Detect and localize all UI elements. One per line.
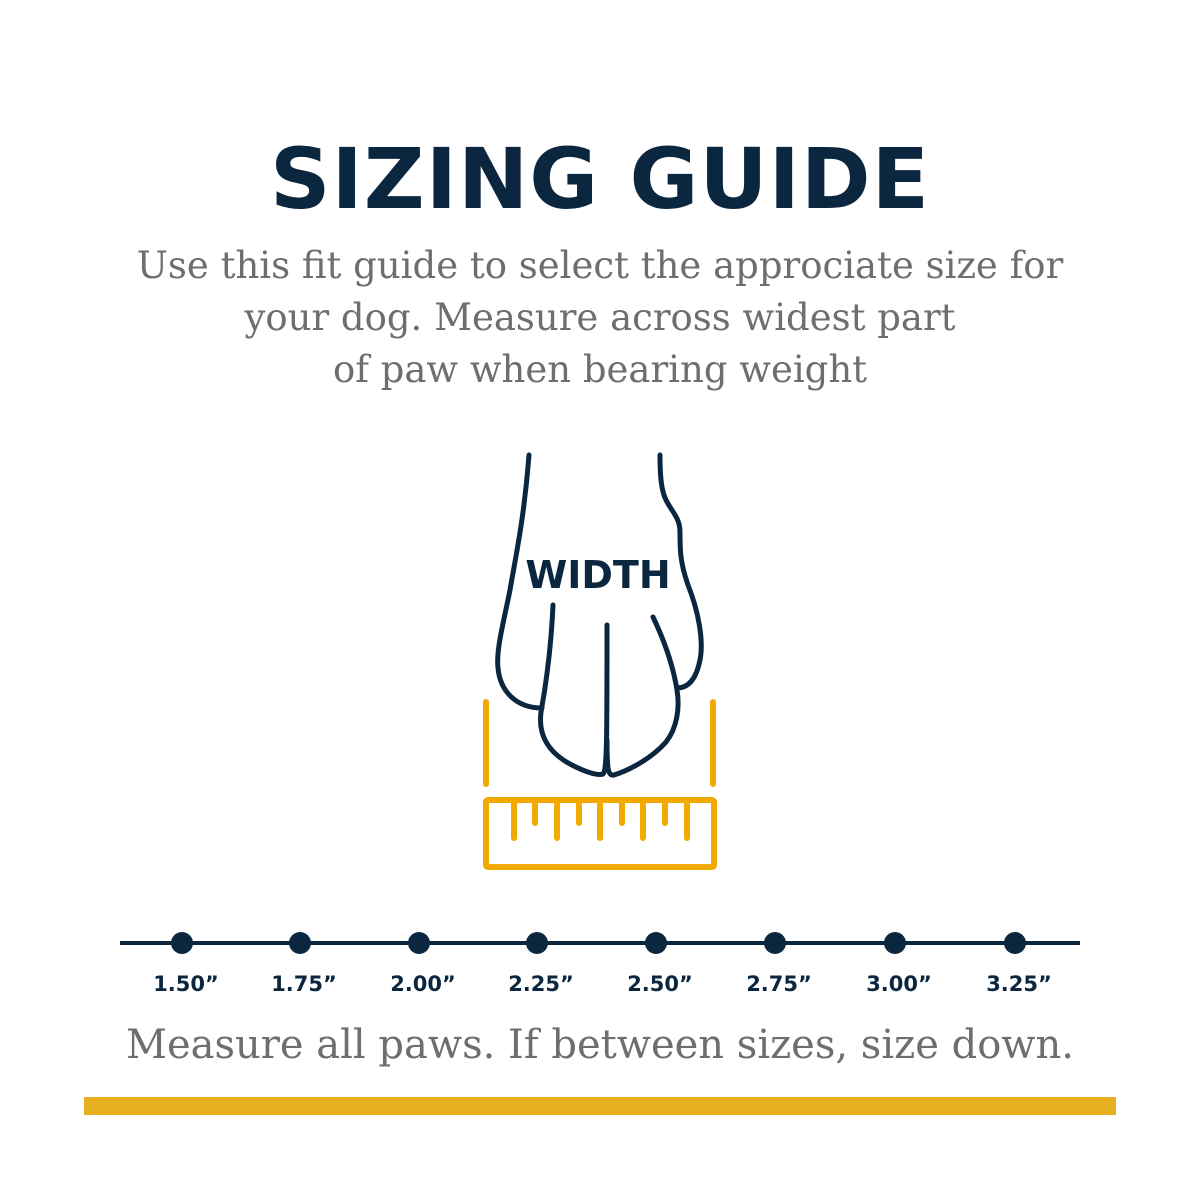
size-scale: 1.50” 1.75” 2.00” 2.25” 2.50” 2.75” 3.00” 3.25” xyxy=(153,932,1052,996)
size-label: 2.75” xyxy=(746,972,812,996)
size-label: 2.00” xyxy=(390,972,456,996)
size-label: 3.00” xyxy=(866,972,932,996)
size-label: 1.75” xyxy=(271,972,337,996)
size-label: 3.25” xyxy=(986,972,1052,996)
paw-outline-icon xyxy=(495,452,704,778)
size-label: 2.25” xyxy=(508,972,574,996)
size-label: 2.50” xyxy=(627,972,693,996)
subtitle: Use this fit guide to select the approci… xyxy=(100,240,1100,396)
width-label: WIDTH xyxy=(525,553,670,597)
size-marker xyxy=(1004,932,1026,954)
ruler-icon xyxy=(483,699,717,870)
size-marker xyxy=(171,932,193,954)
size-marker xyxy=(764,932,786,954)
size-marker xyxy=(408,932,430,954)
size-marker xyxy=(526,932,548,954)
size-marker xyxy=(289,932,311,954)
size-marker xyxy=(884,932,906,954)
page-title: SIZING GUIDE xyxy=(270,130,930,228)
subtitle-line: your dog. Measure across widest part xyxy=(244,296,956,339)
accent-bar xyxy=(84,1097,1116,1115)
size-marker xyxy=(645,932,667,954)
subtitle-line: of paw when bearing weight xyxy=(332,348,868,391)
subtitle-line: Use this fit guide to select the approci… xyxy=(136,244,1064,287)
size-label: 1.50” xyxy=(153,972,219,996)
footer-note: Measure all paws. If between sizes, size… xyxy=(125,1022,1074,1068)
